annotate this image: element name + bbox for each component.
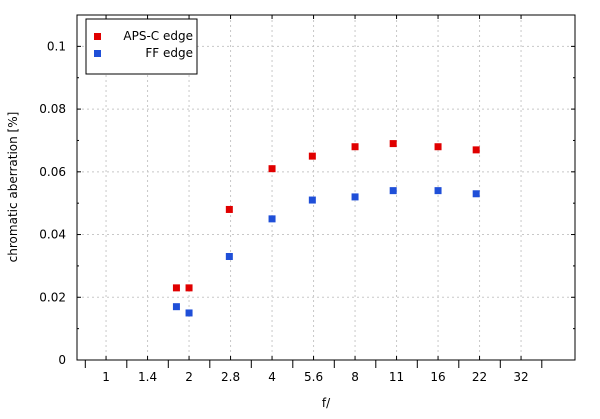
x-tick-label: 22	[472, 370, 487, 384]
x-tick-label: 2	[185, 370, 193, 384]
data-point-ff-edge	[172, 303, 180, 311]
data-point-ff-edge	[434, 187, 442, 195]
data-point-aps-c-edge	[434, 143, 442, 151]
data-points	[172, 140, 480, 317]
x-tick-label: 5.6	[304, 370, 323, 384]
legend-label-aps-c: APS-C edge	[123, 29, 193, 43]
plot-area-frame	[76, 14, 576, 361]
x-tick-label: 1	[102, 370, 110, 384]
data-point-ff-edge	[472, 190, 480, 198]
y-tick-label: 0.04	[39, 228, 66, 242]
legend-box	[85, 18, 198, 75]
y-axis-label: chromatic aberration [%]	[6, 112, 20, 263]
data-point-ff-edge	[185, 309, 193, 317]
data-point-aps-c-edge	[472, 146, 480, 154]
data-point-ff-edge	[351, 193, 359, 201]
y-tick-label: 0.02	[39, 290, 66, 304]
legend: APS-C edge FF edge	[85, 18, 198, 75]
data-point-aps-c-edge	[225, 205, 233, 213]
data-point-ff-edge	[308, 196, 316, 204]
y-tick-label: 0.06	[39, 165, 66, 179]
data-point-aps-c-edge	[172, 284, 180, 292]
y-tick-label: 0.08	[39, 102, 66, 116]
legend-swatch-ff	[94, 50, 101, 57]
data-point-ff-edge	[268, 215, 276, 223]
data-point-aps-c-edge	[389, 140, 397, 148]
data-point-ff-edge	[389, 187, 397, 195]
x-tick-label: 1.4	[138, 370, 157, 384]
data-point-aps-c-edge	[308, 152, 316, 160]
x-tick-label: 32	[513, 370, 528, 384]
x-tick-label: 16	[430, 370, 445, 384]
x-tick-label: 2.8	[221, 370, 240, 384]
data-point-aps-c-edge	[185, 284, 193, 292]
y-tick-labels: 0 0.02 0.04 0.06 0.08 0.1	[39, 39, 66, 367]
data-point-aps-c-edge	[268, 165, 276, 173]
y-tick-label: 0	[58, 353, 66, 367]
grid-lines	[77, 15, 575, 360]
legend-label-ff: FF edge	[145, 46, 193, 60]
x-tick-label: 8	[351, 370, 359, 384]
legend-swatch-aps-c	[94, 33, 101, 40]
x-tick-labels: 1 1.4 2 2.8 4 5.6 8 11 16 22 32	[102, 370, 528, 384]
x-tick-label: 11	[389, 370, 404, 384]
y-tick-label: 0.1	[47, 39, 66, 53]
axis-ticks	[77, 15, 575, 368]
x-tick-label: 4	[268, 370, 276, 384]
data-point-ff-edge	[225, 253, 233, 260]
x-axis-label: f/	[322, 396, 331, 410]
data-point-aps-c-edge	[351, 143, 359, 151]
